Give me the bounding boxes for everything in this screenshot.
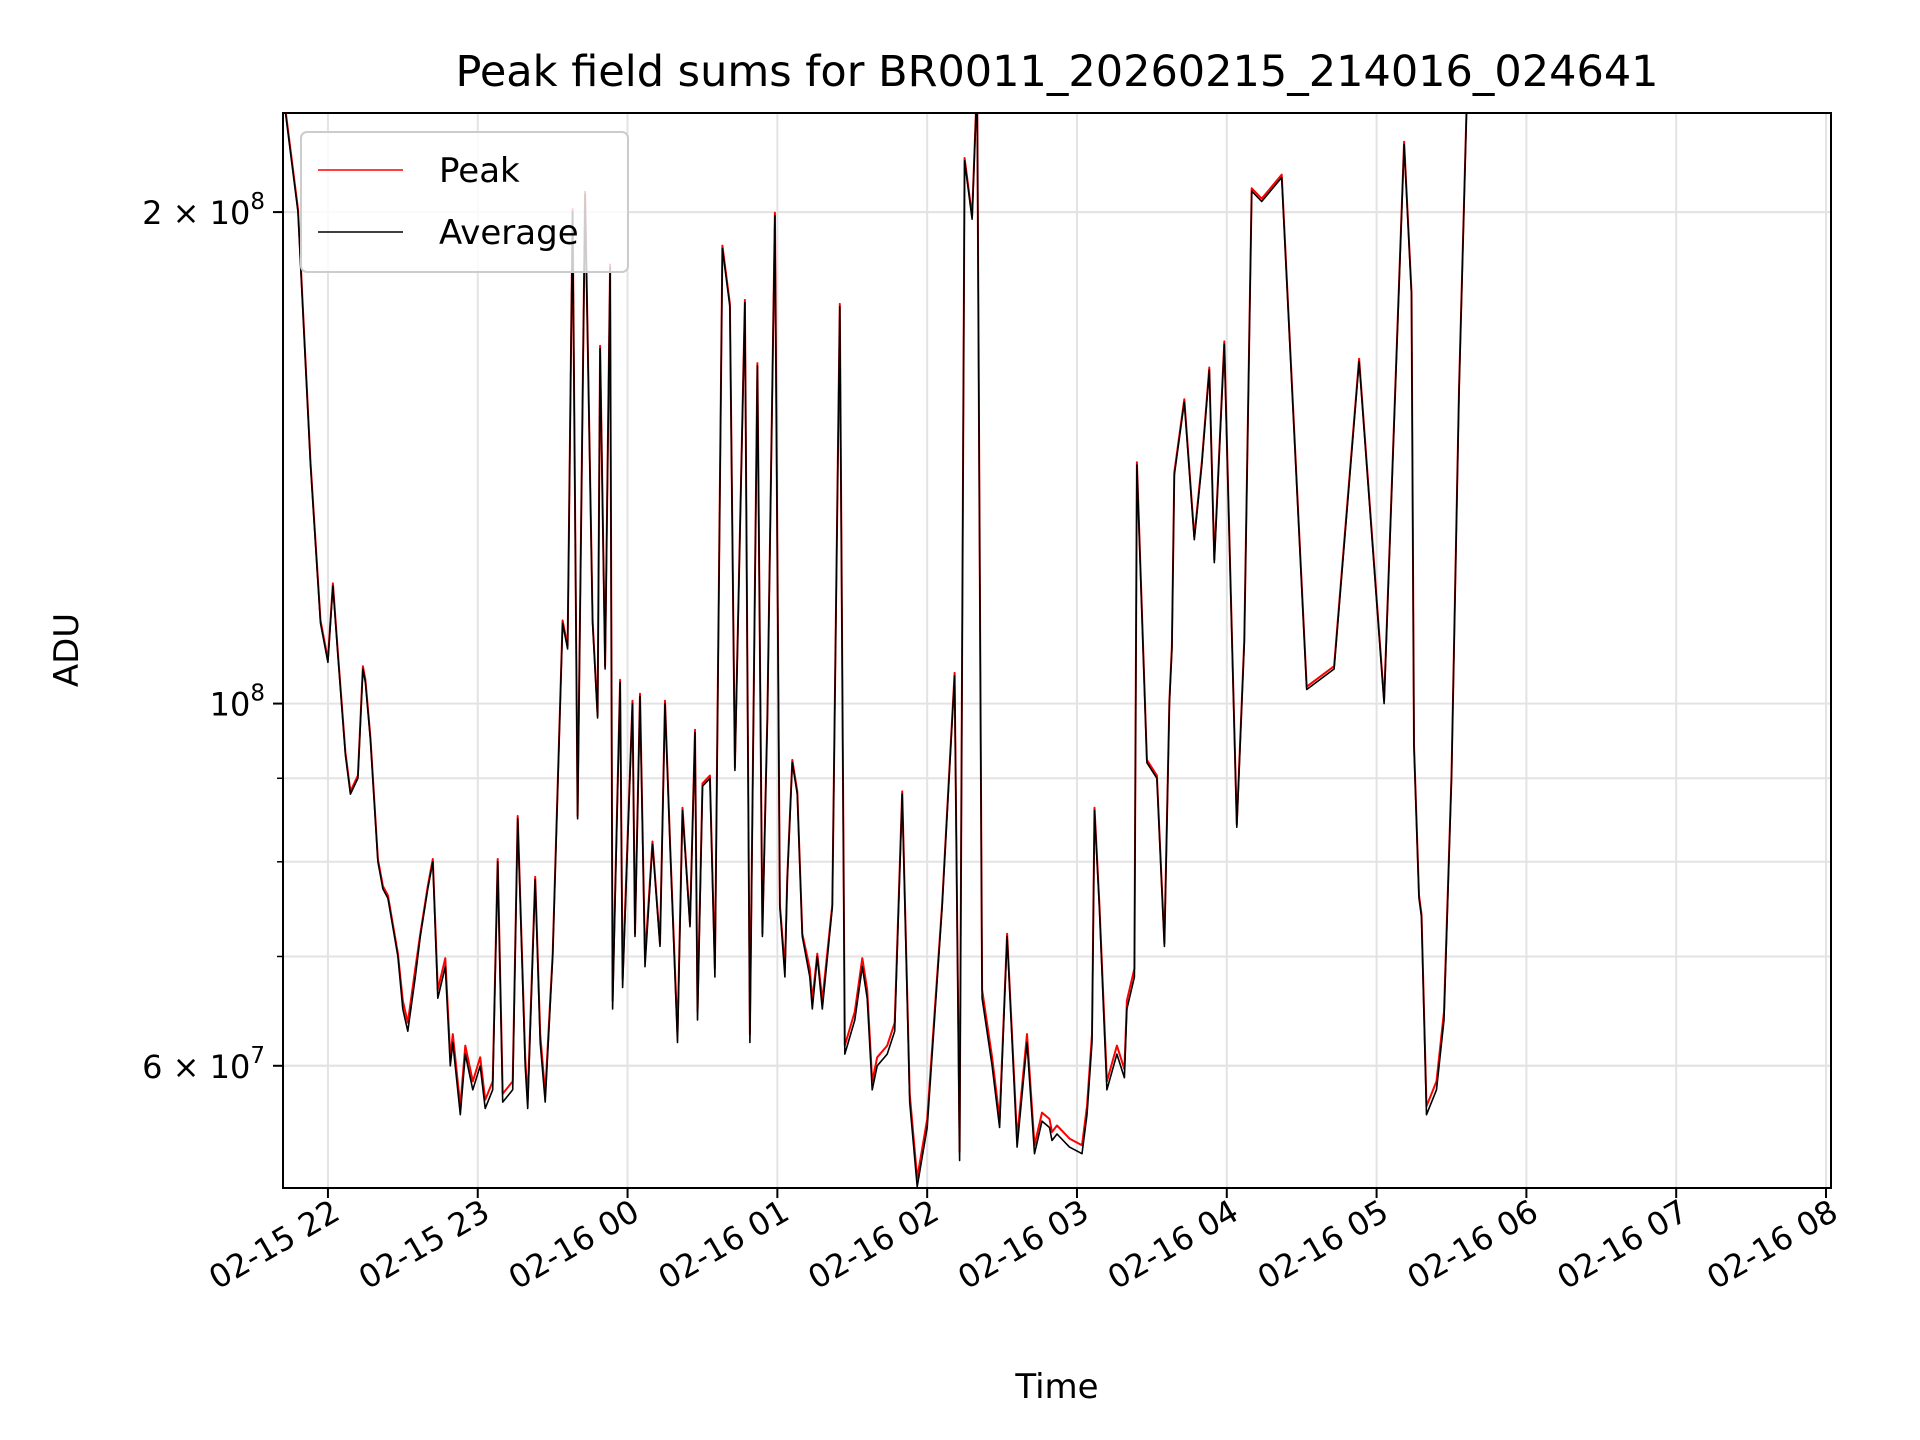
x-tick-label: 02-16 08 bbox=[1700, 1192, 1844, 1297]
legend: Peak Average bbox=[300, 131, 629, 273]
series-layer bbox=[284, 113, 1468, 1188]
x-tick-label: 02-16 00 bbox=[502, 1192, 646, 1297]
series-line-average bbox=[284, 113, 1468, 1188]
legend-average-label: Average bbox=[439, 213, 579, 253]
y-tick-label: 6 × 107 bbox=[142, 1043, 265, 1086]
x-tick-label: 02-16 07 bbox=[1551, 1192, 1695, 1297]
x-tick-label: 02-15 23 bbox=[352, 1192, 496, 1297]
legend-peak-label: Peak bbox=[439, 151, 520, 191]
grid bbox=[283, 113, 1831, 1188]
x-tick-label: 02-16 05 bbox=[1251, 1192, 1395, 1297]
y-axis: 6 × 107 108 2 × 108 bbox=[142, 189, 283, 1086]
legend-box bbox=[300, 131, 629, 273]
y-axis-label: ADU bbox=[47, 613, 87, 687]
x-axis: 02-15 22 02-15 23 02-16 00 02-16 01 02-16 02… bbox=[202, 1188, 1844, 1297]
x-tick-label: 02-16 02 bbox=[802, 1192, 946, 1297]
x-axis-label: Time bbox=[1014, 1367, 1098, 1407]
chart-title: Peak field sums for BR0011_20260215_2140… bbox=[455, 47, 1658, 97]
y-tick-label: 108 bbox=[210, 681, 265, 724]
x-tick-label: 02-16 06 bbox=[1401, 1192, 1545, 1297]
x-tick-label: 02-16 03 bbox=[951, 1192, 1095, 1297]
plot-frame bbox=[282, 112, 1832, 1189]
x-tick-label: 02-16 01 bbox=[652, 1192, 796, 1297]
x-tick-label: 02-16 04 bbox=[1101, 1192, 1245, 1297]
y-tick-label: 2 × 108 bbox=[142, 189, 265, 232]
x-tick-label: 02-15 22 bbox=[202, 1192, 346, 1297]
